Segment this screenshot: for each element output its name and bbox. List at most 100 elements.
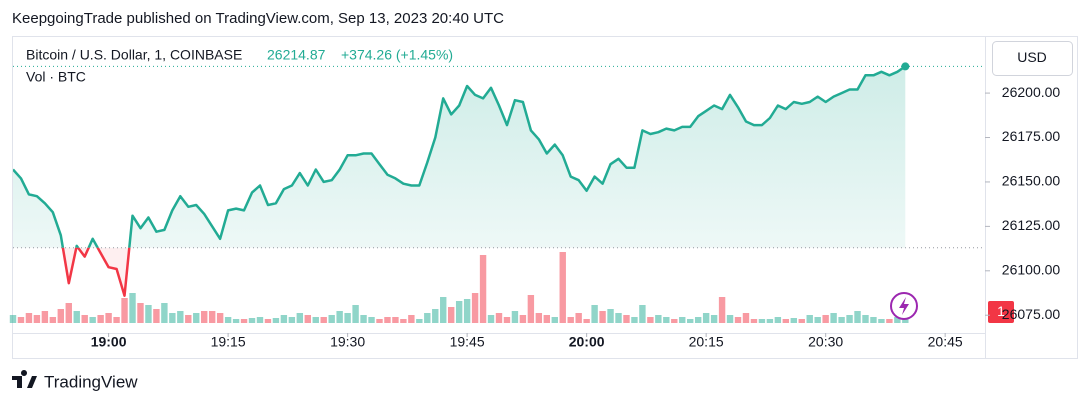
volume-bar [463,299,471,323]
volume-bar [216,313,224,323]
volume-bar [639,305,646,323]
volume-bar [647,317,654,323]
x-tick-label: 19:45 [450,334,485,350]
volume-bar [447,307,455,323]
volume-bar [384,317,391,323]
volume-bar [201,311,208,323]
volume-bar [615,313,622,323]
volume-bar [280,315,288,323]
volume-bar [49,317,57,323]
volume-bar [862,315,869,323]
volume-bar [145,305,152,323]
x-tick-label: 20:15 [689,334,724,350]
volume-bar [734,317,742,323]
x-tick-label: 19:00 [91,334,127,350]
y-tick-label: 26200.00 [1002,84,1061,100]
volume-bar [687,319,694,323]
volume-bar [208,311,216,323]
volume-bar [830,313,837,323]
volume-bar [846,315,853,323]
volume-bar [679,317,686,323]
volume-bar [471,293,479,323]
volume-bar [822,315,829,323]
volume-bar [25,313,33,323]
volume-bar [894,317,901,323]
volume-bar [718,297,726,323]
volume-bar [248,318,256,323]
volume-bar [440,297,447,323]
volume-bar [519,315,527,323]
volume-bar [177,311,184,323]
volume-bar [224,317,232,323]
volume-bar [193,313,200,323]
volume-bar [336,311,343,323]
volume-bar [416,319,423,323]
volume-bar [607,309,614,323]
volume-bar [256,317,264,323]
volume-bar [113,317,120,323]
volume-bar [599,311,606,323]
event-bolt [899,297,909,315]
brand-name: TradingView [44,372,138,391]
brand-logo [12,369,37,388]
volume-bar [312,317,319,323]
volume-bar [81,315,88,323]
legend-change: +374.26 (+1.45%) [341,47,453,63]
volume-bar [854,311,861,323]
volume-bar [344,313,351,323]
volume-bar [73,311,80,323]
x-tick-label: 20:00 [569,334,605,350]
volume-bar [169,313,176,323]
x-tick-label: 19:30 [330,334,365,350]
currency-button[interactable] [992,41,1073,76]
volume-bar [408,315,415,323]
volume-bar [663,317,670,323]
volume-bar [368,317,375,323]
y-tick-label: 26150.00 [1002,173,1061,189]
volume-bar [790,318,797,323]
volume-bar [671,319,678,323]
volume-bar [17,317,25,323]
legend-symbol: Bitcoin / U.S. Dollar, 1, COINBASE [26,47,242,63]
volume-bar [41,311,49,323]
volume-bar [320,317,327,323]
volume-bar [288,317,296,323]
volume-bar [304,315,311,323]
volume-bar [710,315,718,323]
volume-bar [185,315,192,323]
volume-bar [567,317,574,323]
volume-bar [655,315,662,323]
y-tick-label: 26075.00 [1002,306,1061,322]
volume-bar [806,315,813,323]
volume-bar [264,319,272,323]
volume-bar [511,311,519,323]
volume-bar [57,309,65,323]
volume-bar [455,301,463,323]
volume-bar [591,305,598,323]
volume-bar [774,317,782,323]
volume-legend: Vol · BTC [26,69,86,85]
volume-bar [424,313,431,323]
volume-bar [479,255,487,323]
volume-bar [432,309,439,323]
volume-bar [503,317,511,323]
volume-bar [694,317,702,323]
volume-bar [121,298,128,323]
volume-bar [886,319,893,323]
volume-bar [352,305,359,323]
y-tick-label: 26100.00 [1002,262,1061,278]
volume-bar [296,313,304,323]
volume-bar [878,319,885,323]
volume-bar [543,315,551,323]
publish-title: KeepgoingTrade published on TradingView.… [12,10,504,27]
volume-bar [551,317,558,323]
volume-bar [798,319,805,323]
volume-bar [360,315,367,323]
volume-bar [814,317,821,323]
volume-bar [782,319,790,323]
volume-bar [902,317,909,323]
volume-bar [750,319,758,323]
volume-bar [870,317,877,323]
volume-bar [575,313,582,323]
